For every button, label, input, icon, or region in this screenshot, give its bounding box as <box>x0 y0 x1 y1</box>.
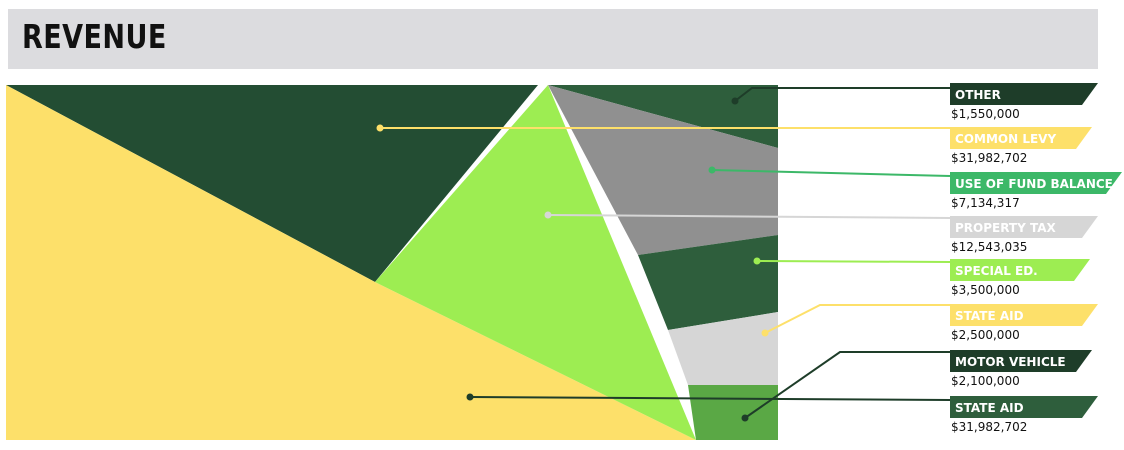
legend-name: PROPERTY TAX <box>955 221 1057 235</box>
legend-name: SPECIAL ED. <box>955 264 1038 278</box>
legend-name: STATE AID <box>955 401 1024 415</box>
legend-value: $7,134,317 <box>951 196 1020 210</box>
legend-name: OTHER <box>955 88 1001 102</box>
chart-regions <box>6 85 778 440</box>
leader-lines <box>376 87 951 422</box>
leader-line <box>711 169 951 177</box>
legend-labels: OTHER $1,550,000 COMMON LEVY $31,982,702 USE… <box>950 83 1122 434</box>
leader-line <box>756 260 951 263</box>
leader-line <box>764 304 950 334</box>
leader-line <box>469 396 951 401</box>
label-band <box>950 259 1090 281</box>
legend-value: $12,543,035 <box>951 240 1027 254</box>
label-band <box>950 350 1092 372</box>
leader-dot <box>753 257 761 265</box>
label-band <box>950 172 1122 194</box>
leader-dot <box>376 124 384 132</box>
legend-value: $2,100,000 <box>951 374 1020 388</box>
leader-dot <box>731 97 739 105</box>
legend-value: $3,500,000 <box>951 283 1020 297</box>
legend-name: STATE AID <box>955 309 1024 323</box>
legend-name: USE OF FUND BALANCE <box>955 177 1113 191</box>
leader-dot <box>466 393 474 401</box>
leader-dot <box>761 329 769 337</box>
leader-line <box>744 351 950 419</box>
legend-value: $1,550,000 <box>951 107 1020 121</box>
region-state-aid <box>668 312 778 385</box>
label-band <box>950 83 1098 105</box>
region-state-aid-bottom <box>688 385 778 440</box>
region-use-of-fund-balance <box>638 235 778 330</box>
chart-title: REVENUE <box>22 17 167 56</box>
region-common-levy <box>6 85 538 282</box>
label-band <box>950 396 1098 418</box>
legend-value: $31,982,702 <box>951 151 1027 165</box>
legend-name: MOTOR VEHICLE <box>955 355 1066 369</box>
leader-line <box>734 87 950 102</box>
leader-dot <box>741 414 749 422</box>
leader-dot <box>708 166 716 174</box>
region-common-levy-main <box>6 85 696 440</box>
label-band <box>950 304 1098 326</box>
leader-line <box>547 214 951 219</box>
legend-name: COMMON LEVY <box>955 132 1056 146</box>
label-band <box>950 216 1098 238</box>
region-special-ed <box>375 85 696 440</box>
legend-value: $31,982,702 <box>951 420 1027 434</box>
leader-dot <box>544 211 552 219</box>
title-bar: REVENUE <box>8 9 1098 69</box>
label-band <box>950 127 1092 149</box>
legend-value: $2,500,000 <box>951 328 1020 342</box>
